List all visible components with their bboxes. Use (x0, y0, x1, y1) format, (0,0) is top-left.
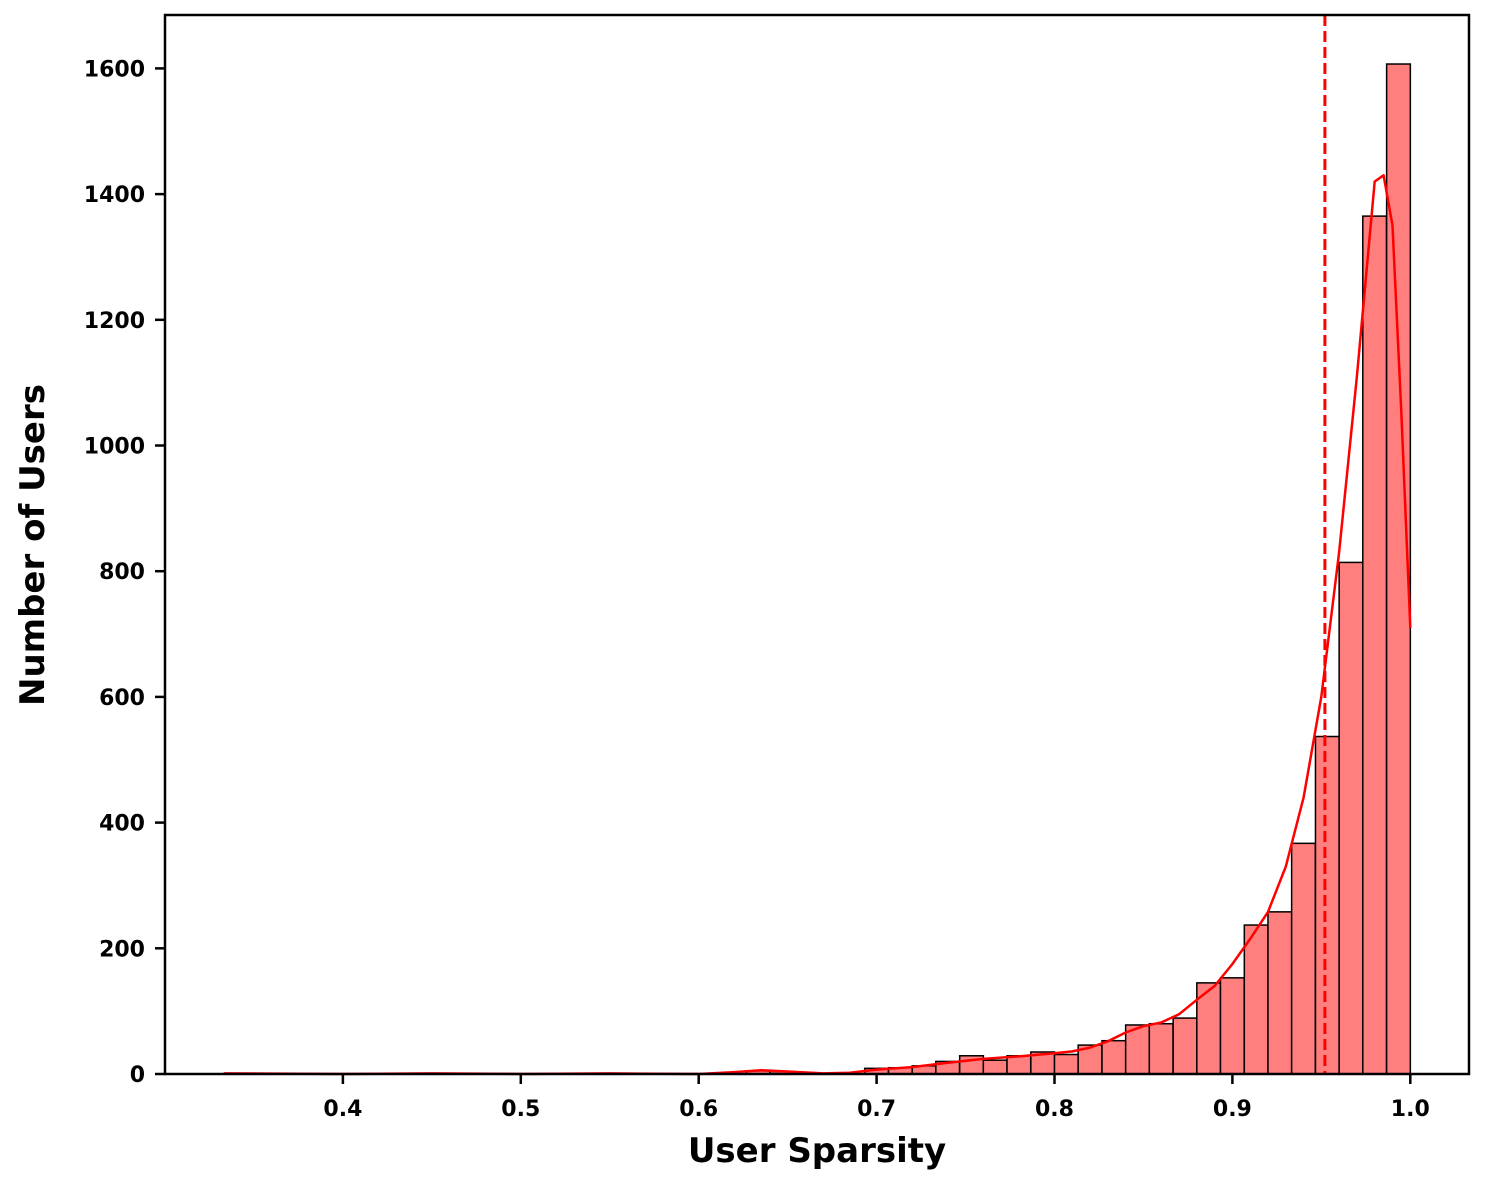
y-tick-label: 1200 (84, 309, 145, 334)
histogram-bar (1148, 1022, 1174, 1075)
y-tick-label: 0 (130, 1063, 145, 1088)
y-tick-label: 1000 (84, 435, 145, 460)
histogram-bar (1338, 561, 1364, 1075)
histogram-bar (1053, 1053, 1079, 1075)
x-axis-ticks: 0.4 0.5 0.6 0.7 0.8 0.9 1.0 (323, 1074, 1430, 1122)
histogram-bar (1219, 977, 1245, 1075)
bars-layer (745, 63, 1412, 1075)
histogram-bar (1290, 842, 1317, 1075)
histogram-bar (1314, 735, 1340, 1075)
histogram-bar (1101, 1039, 1127, 1075)
y-axis-ticks: 0 200 400 600 800 1000 1200 1400 1600 (84, 57, 165, 1088)
histogram-bar (982, 1059, 1008, 1075)
x-tick-label: 0.5 (501, 1097, 540, 1122)
y-tick-label: 400 (99, 812, 145, 837)
histogram-bar (1243, 924, 1269, 1075)
y-tick-label: 200 (99, 937, 145, 962)
x-tick-label: 0.8 (1035, 1097, 1074, 1122)
histogram-bar (1006, 1055, 1032, 1075)
histogram-bar (1172, 1017, 1198, 1075)
y-axis-title: Number of Users (13, 384, 53, 706)
x-tick-label: 0.7 (857, 1097, 896, 1122)
histogram-bar (1267, 911, 1293, 1075)
y-tick-label: 1600 (84, 57, 145, 82)
x-tick-label: 0.9 (1213, 1097, 1252, 1122)
plot-frame (163, 13, 1471, 1076)
x-tick-label: 0.4 (323, 1097, 362, 1122)
x-tick-label: 1.0 (1391, 1097, 1430, 1122)
x-tick-label: 0.6 (679, 1097, 718, 1122)
histogram-bar (1362, 215, 1388, 1075)
y-tick-label: 800 (99, 560, 145, 585)
y-tick-label: 1400 (84, 183, 145, 208)
kde-curve (223, 174, 1412, 1076)
y-tick-label: 600 (99, 686, 145, 711)
x-axis-title: User Sparsity (688, 1131, 946, 1171)
